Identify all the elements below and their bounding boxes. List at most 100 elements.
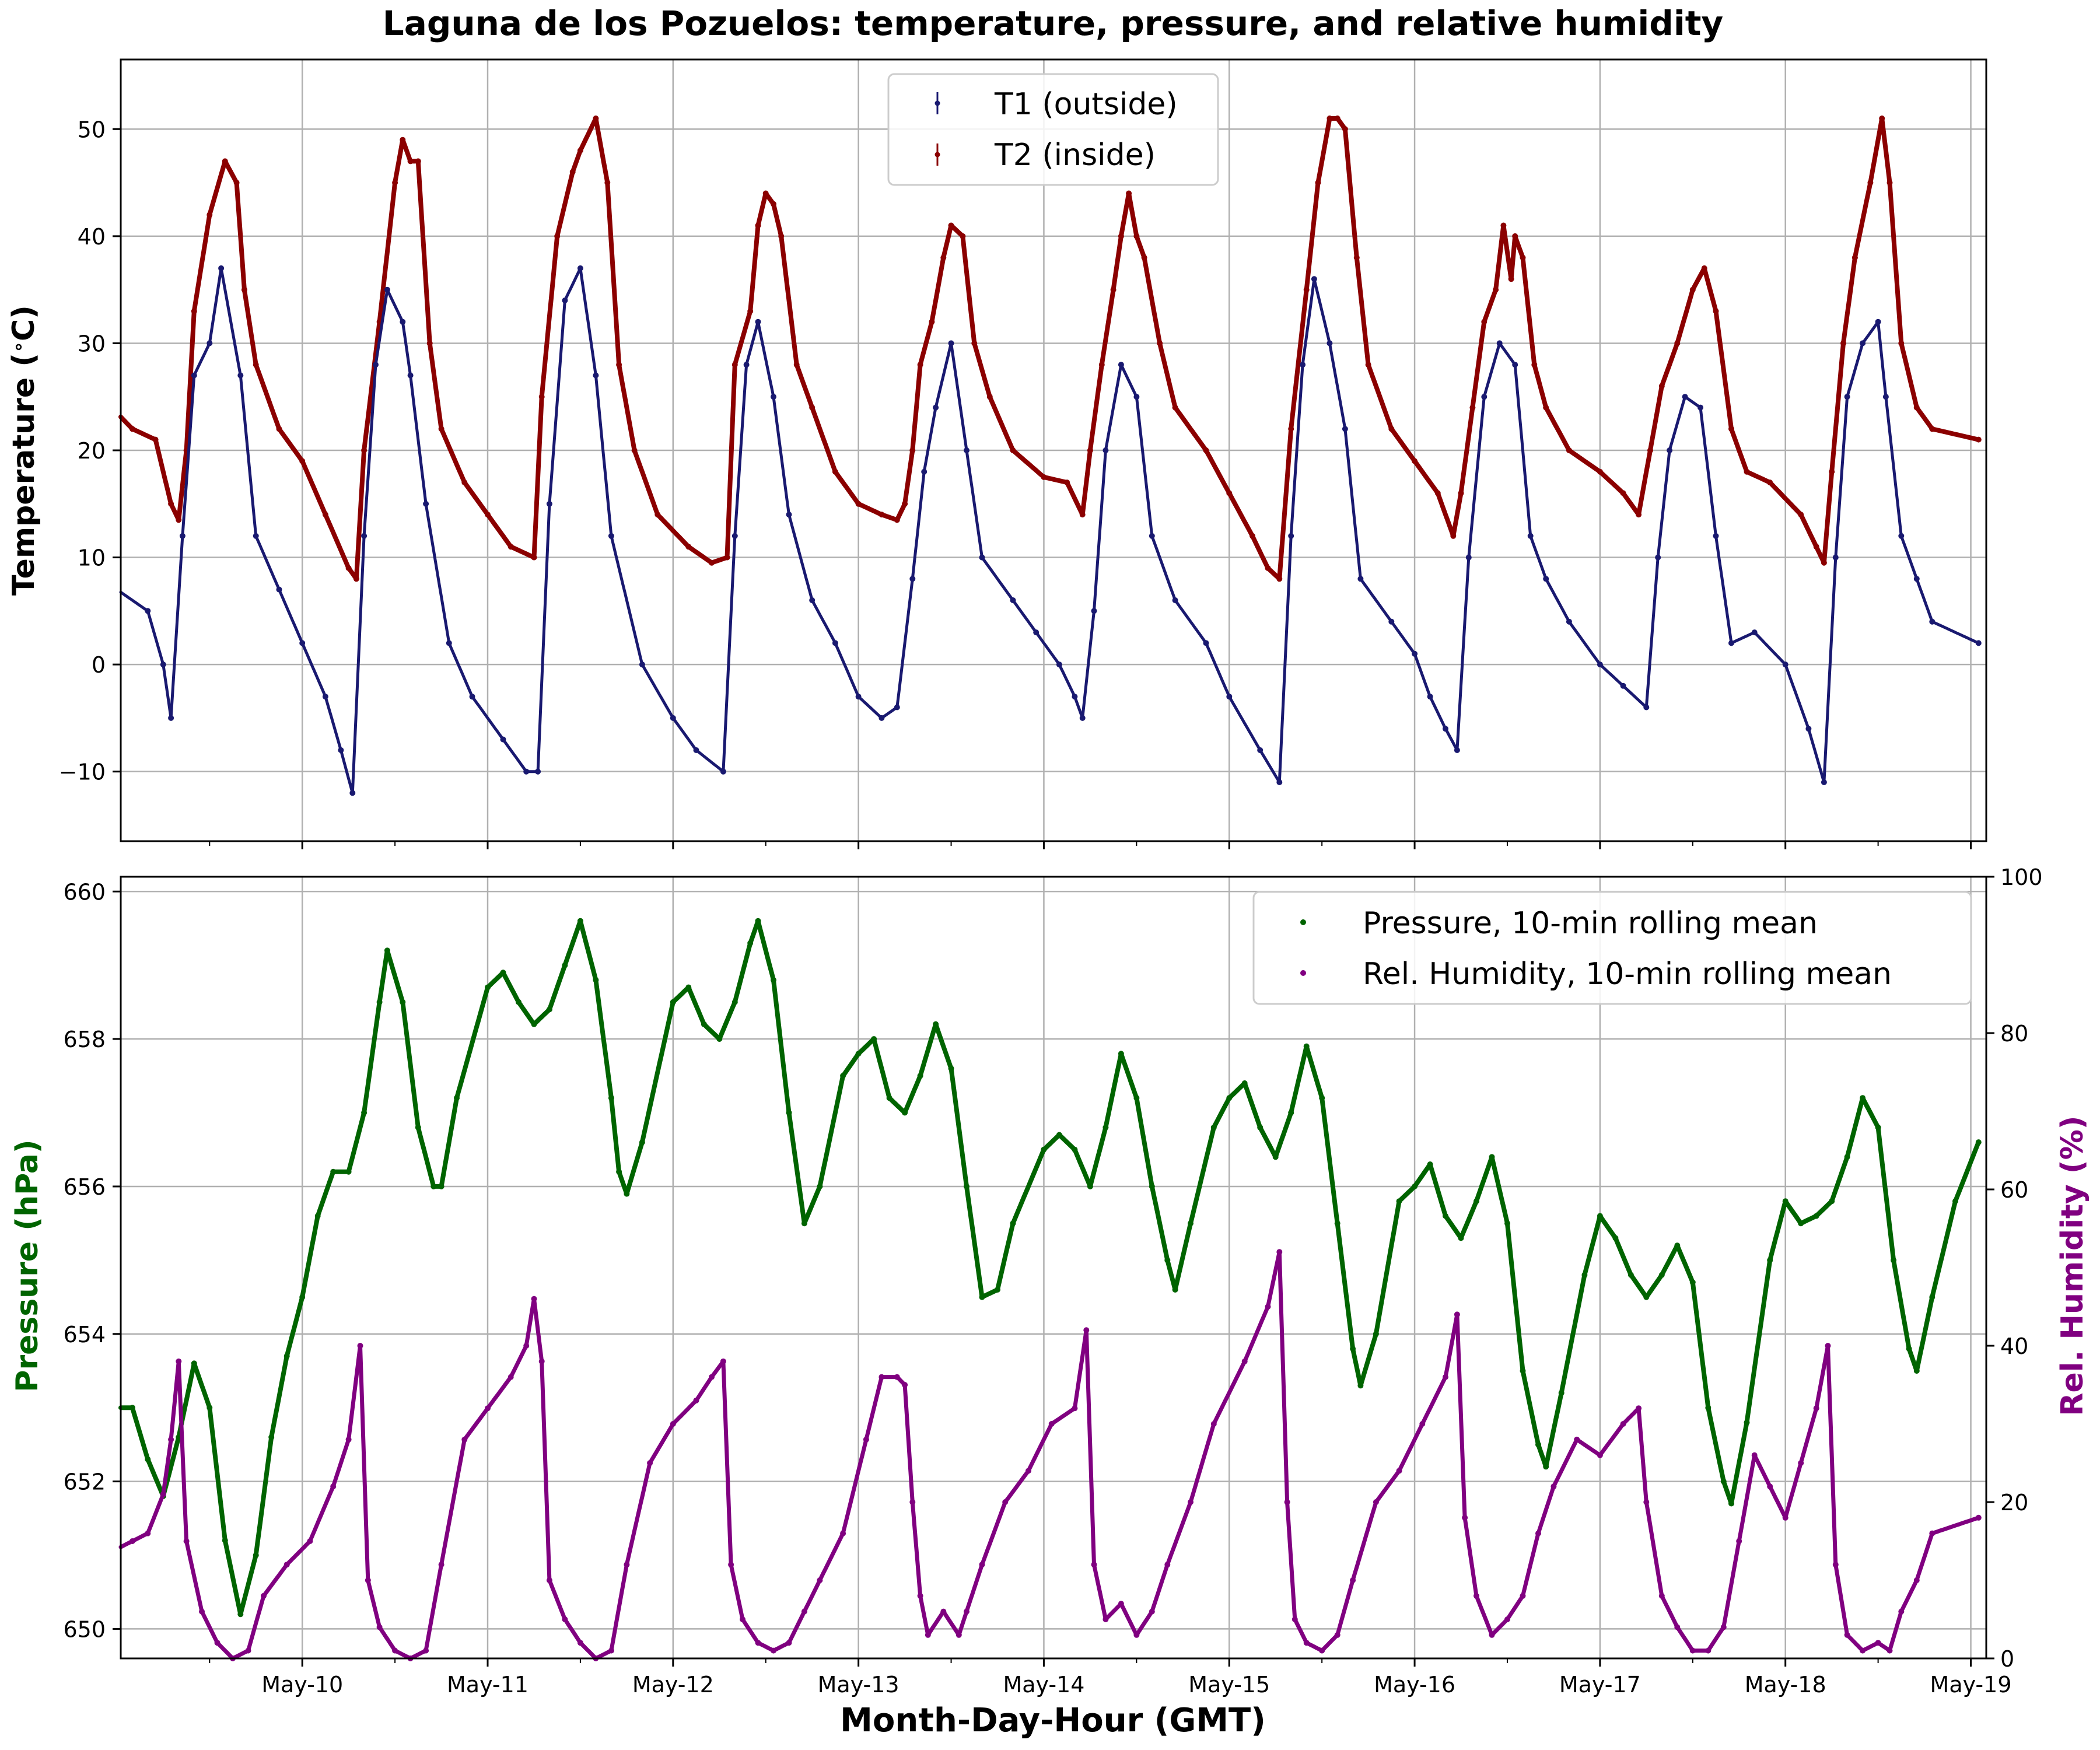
humidity-series-point — [1284, 1499, 1290, 1505]
t1-outside-series-point — [720, 768, 726, 775]
t1-outside-series-point — [1751, 629, 1758, 636]
pressure-series-point — [1674, 1242, 1681, 1249]
t1-outside-series-point — [1412, 650, 1418, 657]
humidity-series-point — [771, 1647, 776, 1654]
temperature-series — [118, 116, 1982, 796]
pressure-legend-box — [1252, 891, 1972, 1005]
t2-inside-series-point — [631, 447, 638, 453]
pressure-series-point — [1628, 1272, 1634, 1278]
pressure-series-point — [917, 1073, 923, 1079]
y-tick-label: 30 — [78, 331, 106, 356]
x-tick-label: May-10 — [261, 1672, 343, 1698]
pressure-series-point — [361, 1110, 368, 1116]
t2-inside-series-point — [894, 517, 900, 523]
t1-outside-series-point — [1257, 747, 1264, 753]
legend-label-pressure: Pressure, 10-min rolling mean — [1363, 906, 1818, 941]
pressure-series-point — [1443, 1213, 1448, 1219]
t1-outside-series-point — [546, 501, 552, 507]
pressure-series-point — [1087, 1183, 1093, 1189]
humidity-series-line — [118, 1250, 1981, 1661]
humidity-series-point — [423, 1647, 429, 1654]
pressure-series-point — [979, 1294, 985, 1300]
t1-outside-series-point — [1682, 394, 1688, 400]
y-tick-label: 0 — [92, 652, 106, 678]
x-axis-label: Month-Day-Hour (GMT) — [840, 1702, 1266, 1740]
pressure-series-point — [1210, 1124, 1217, 1130]
pressure-series-point — [593, 977, 599, 983]
humidity-series-point — [546, 1577, 552, 1583]
t2-inside-series-point — [654, 512, 661, 518]
t1-outside-series-point — [878, 715, 885, 721]
temperature-legend-box — [887, 73, 1219, 186]
pressure-series-point — [701, 1021, 707, 1027]
humidity-series-point — [199, 1608, 205, 1615]
t2-inside-series-point — [1520, 254, 1526, 261]
humidity-series-point — [1574, 1436, 1580, 1443]
humidity-series-point — [562, 1616, 568, 1622]
t1-outside-series-point — [1465, 554, 1472, 561]
pressure-series-point — [1767, 1257, 1773, 1264]
t1-outside-series-point — [1276, 779, 1283, 785]
x-tick-label: May-17 — [1559, 1672, 1641, 1698]
t1-outside-series-point — [1326, 340, 1333, 346]
pressure-series-point — [516, 999, 522, 1005]
t1-outside-series-point — [1091, 608, 1097, 614]
pressure-series-point — [500, 970, 506, 976]
t2-inside-series-point — [577, 148, 583, 153]
y2-tick-label: 60 — [2000, 1177, 2028, 1203]
t1-outside-series-point — [1975, 640, 1982, 646]
t2-inside-series-point — [1412, 458, 1418, 464]
t2-inside-series-point — [1636, 512, 1642, 518]
t2-inside-series-point — [1840, 340, 1846, 346]
pressure-series-point — [1350, 1346, 1356, 1352]
pressure-series-point — [1612, 1235, 1619, 1241]
y2-tick-label: 80 — [2000, 1021, 2028, 1046]
t1-outside-series-point — [1929, 618, 1936, 625]
pressure-series-point — [1056, 1132, 1062, 1138]
humidity-series-point — [647, 1460, 653, 1466]
t2-inside-series-point — [508, 544, 514, 550]
t1-outside-series-point — [1056, 662, 1062, 668]
t2-inside-series-point — [407, 158, 414, 164]
humidity-series-point — [740, 1616, 746, 1622]
t2-inside-series-point — [909, 447, 916, 453]
pressure-series-point — [1913, 1368, 1920, 1374]
t1-outside-series-point — [1667, 447, 1673, 453]
humidity-series-point — [1048, 1421, 1055, 1427]
pressure-series-line — [118, 918, 1981, 1617]
t2-inside-series-point — [1315, 180, 1321, 186]
pressure-y-ticks: 650 652 654 656 658 660 — [63, 879, 121, 1642]
pressure-series-point — [1334, 1220, 1340, 1227]
humidity-series-point — [1102, 1616, 1109, 1622]
humidity-series-point — [1118, 1601, 1124, 1607]
pressure-series-point — [253, 1552, 259, 1558]
t1-outside-series-point — [523, 768, 530, 775]
temperature-x-ticks — [209, 841, 1972, 849]
t1-outside-series-point — [206, 340, 213, 346]
t2-inside-series-point — [392, 180, 398, 186]
pressure-series-point — [685, 984, 692, 991]
pressure-series-point — [237, 1611, 244, 1618]
t2-inside-series-point — [1098, 362, 1105, 368]
t1-outside-series-point — [786, 512, 792, 518]
t2-inside-series-point — [1172, 404, 1178, 411]
t1-outside-series-point — [1844, 394, 1850, 400]
humidity-series-point — [176, 1358, 182, 1364]
pressure-series-point — [1257, 1124, 1264, 1130]
humidity-series-point — [145, 1530, 151, 1536]
t1-outside-series-point — [1913, 576, 1920, 582]
pressure-series-point — [840, 1073, 846, 1079]
t1-outside-series-point — [1172, 597, 1178, 603]
temperature-y-label: Temperature (∘C) — [6, 305, 41, 596]
humidity-series-point — [1620, 1421, 1626, 1427]
t1-outside-series-point — [299, 640, 306, 646]
t2-inside-series-point — [1867, 180, 1874, 186]
humidity-series-point — [1550, 1483, 1557, 1490]
t2-inside-series-point — [732, 362, 738, 368]
pressure-series-point — [1118, 1051, 1124, 1057]
humidity-series-point — [909, 1499, 916, 1505]
t1-outside-series-point — [1133, 394, 1140, 400]
t2-inside-series-point — [1141, 254, 1147, 261]
t1-outside-series-point — [1481, 394, 1488, 400]
